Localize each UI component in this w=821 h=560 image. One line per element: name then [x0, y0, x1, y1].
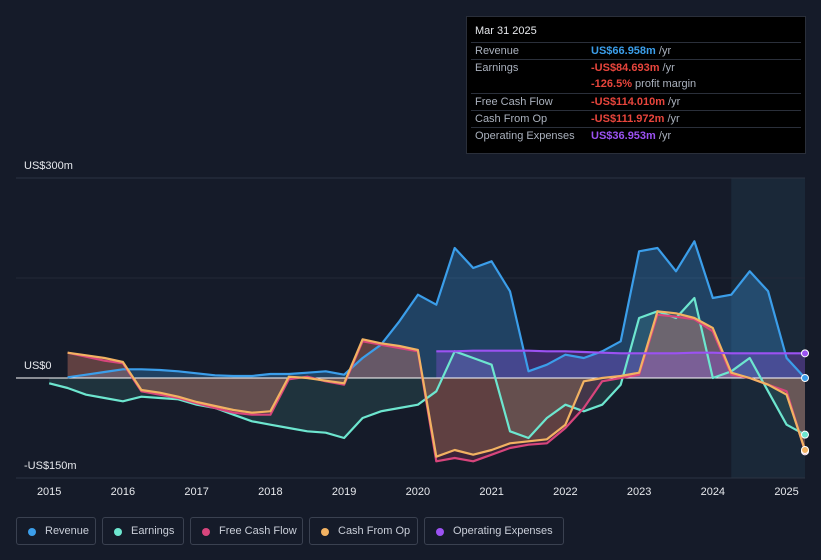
tooltip-unit: /yr: [664, 113, 680, 125]
tooltip-value-text: US$66.958m: [591, 45, 656, 57]
revenue-area: [67, 241, 806, 378]
x-tick-label: 2017: [184, 486, 208, 498]
tooltip-value-text: -US$114.010m: [591, 96, 665, 108]
series-lines: [48, 240, 807, 463]
tooltip-row-fcf: Free Cash Flow -US$114.010m /yr: [471, 93, 801, 111]
tooltip-row-cfo: Cash From Op -US$111.972m /yr: [471, 110, 801, 128]
tooltip-label: Cash From Op: [475, 113, 548, 125]
tooltip-label: Revenue: [475, 45, 520, 57]
legend-item-earnings[interactable]: Earnings: [102, 517, 184, 545]
legend-item-free-cash-flow[interactable]: Free Cash Flow: [190, 517, 303, 545]
x-tick-label: 2018: [258, 486, 282, 498]
x-tick-label: 2020: [406, 486, 430, 498]
x-tick-label: 2023: [627, 486, 651, 498]
earnings-end-point: [801, 430, 809, 439]
legend-label: Operating Expenses: [453, 525, 553, 537]
profit-margin-value: -126.5%: [591, 78, 632, 90]
legend-label: Earnings: [131, 525, 175, 537]
x-tick-label: 2025: [774, 486, 798, 498]
cash-from-op-area: [67, 311, 806, 457]
tooltip-value-text: -US$84.693m: [591, 62, 660, 74]
x-tick-label: 2022: [553, 486, 577, 498]
x-tick-label: 2024: [701, 486, 725, 498]
tooltip-value: US$36.953m /yr: [591, 130, 671, 142]
legend-label: Revenue: [45, 525, 90, 537]
revenue-line: [67, 240, 806, 379]
tooltip-value: -US$84.693m /yr: [591, 62, 675, 74]
operating-expenses-line: [436, 349, 805, 355]
cfo-dot-icon: [321, 528, 329, 536]
revenue-end-point: [801, 374, 809, 382]
tooltip-value-text: -US$111.972m: [591, 113, 665, 125]
tooltip-unit: /yr: [665, 96, 681, 108]
tooltip-label: Operating Expenses: [475, 130, 575, 142]
tooltip-value-text: US$36.953m: [591, 130, 656, 142]
x-tick-label: 2019: [332, 486, 356, 498]
x-tick-label: 2021: [479, 486, 503, 498]
x-axis-ticks: 2015 2016 2017 2018 2019 2020 2021 2022 2023 2024…: [37, 486, 799, 498]
revenue-dot-icon: [28, 528, 36, 536]
earnings-dot-icon: [114, 528, 122, 536]
x-tick-label: 2016: [111, 486, 135, 498]
profit-margin: -126.5% profit margin: [591, 78, 696, 90]
cash-from-op-end-point: [801, 446, 809, 454]
tooltip-value: -US$111.972m /yr: [591, 113, 680, 125]
fcf-dot-icon: [202, 528, 210, 536]
tooltip-label: Free Cash Flow: [475, 96, 553, 108]
cash-from-op-line: [67, 310, 807, 458]
y-label-bottom: -US$150m: [24, 460, 77, 472]
tooltip-label: Earnings: [475, 62, 519, 74]
legend-label: Free Cash Flow: [219, 525, 297, 537]
tooltip-date: Mar 31 2025: [475, 25, 537, 37]
legend-label: Cash From Op: [338, 525, 411, 537]
earnings-area: [49, 298, 805, 438]
y-label-top: US$300m: [24, 160, 73, 172]
profit-margin-label: profit margin: [631, 78, 697, 90]
tooltip-row-revenue: Revenue US$66.958m /yr: [471, 42, 801, 60]
series-areas: [49, 241, 806, 462]
tooltip-unit: /yr: [659, 62, 675, 74]
tooltip-unit: /yr: [655, 130, 672, 142]
legend-item-revenue[interactable]: Revenue: [16, 517, 96, 545]
series-endpoints: [801, 349, 809, 456]
opex-dot-icon: [436, 528, 444, 536]
free-cash-flow-line: [67, 313, 807, 463]
free-cash-flow-area: [67, 314, 806, 462]
legend-item-operating-expenses[interactable]: Operating Expenses: [424, 517, 564, 545]
data-tooltip: Mar 31 2025 Revenue US$66.958m /yr Earni…: [466, 16, 806, 154]
tooltip-value: US$66.958m /yr: [591, 45, 671, 57]
tooltip-row-earnings: Earnings -US$84.693m /yr: [471, 59, 801, 77]
x-tick-label: 2015: [37, 486, 61, 498]
y-label-zero: US$0: [24, 360, 52, 372]
tooltip-row-opex: Operating Expenses US$36.953m /yr: [471, 127, 801, 145]
tooltip-row-margin: -126.5% profit margin: [471, 76, 801, 93]
tooltip-value: -US$114.010m /yr: [591, 96, 680, 108]
operating-expenses-end-point: [801, 349, 809, 358]
legend-item-cash-from-op[interactable]: Cash From Op: [309, 517, 418, 545]
tooltip-unit: /yr: [655, 45, 672, 57]
